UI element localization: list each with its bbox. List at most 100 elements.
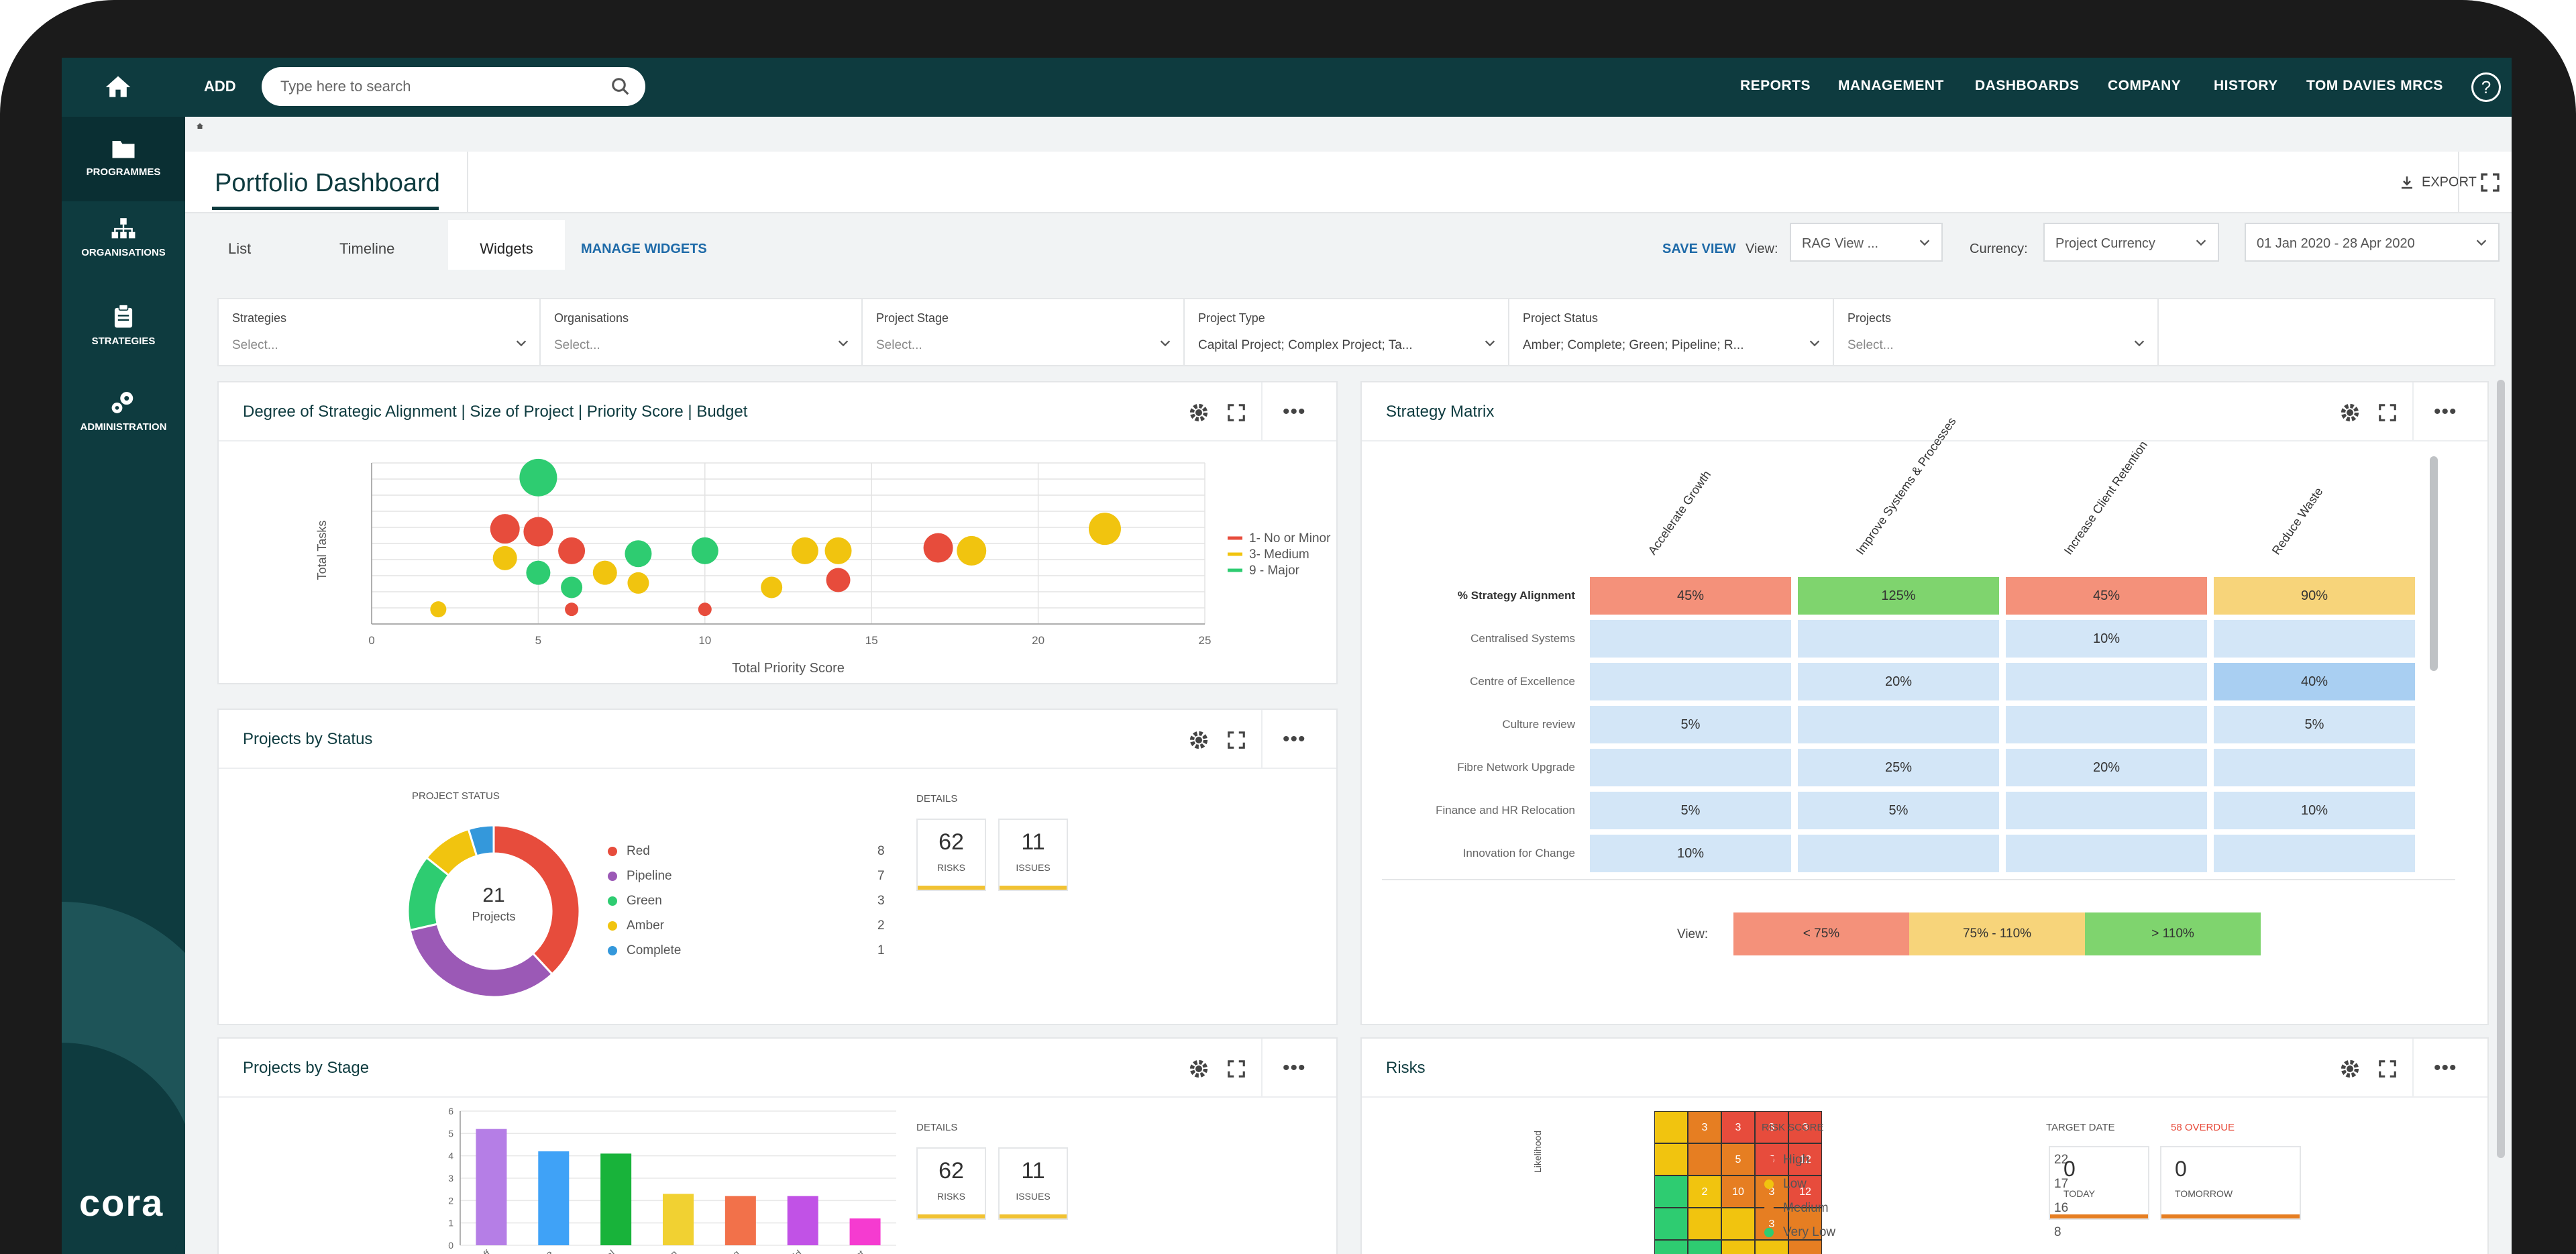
more-options-icon[interactable]: ••• (1283, 728, 1306, 750)
risk-cell[interactable]: 3 (1755, 1111, 1788, 1143)
matrix-cell[interactable]: 20% (1798, 663, 1999, 700)
matrix-cell[interactable]: 5% (1590, 706, 1791, 743)
gear-icon[interactable] (1189, 730, 1209, 750)
fullscreen-icon[interactable] (2479, 172, 2501, 193)
risk-cell[interactable]: 10 (1721, 1175, 1755, 1208)
view-scale-item[interactable]: < 75% (1733, 912, 1909, 955)
matrix-cell[interactable] (1798, 835, 1999, 872)
matrix-cell[interactable]: 45% (1590, 577, 1791, 615)
gear-icon[interactable] (1189, 403, 1209, 423)
risk-cell[interactable] (1654, 1240, 1688, 1254)
status-legend-item[interactable]: Complete (608, 943, 681, 958)
matrix-cell[interactable] (1798, 620, 1999, 658)
tab-list[interactable]: List (228, 240, 252, 257)
matrix-cell[interactable]: 5% (1590, 792, 1791, 829)
fullscreen-icon[interactable] (1226, 403, 1246, 423)
view-scale-item[interactable]: > 110% (2085, 912, 2261, 955)
risk-cell[interactable] (1654, 1111, 1688, 1143)
status-legend-item[interactable]: Amber (608, 919, 664, 933)
risk-cell[interactable] (1688, 1143, 1721, 1175)
manage-widgets-link[interactable]: MANAGE WIDGETS (581, 242, 707, 256)
risk-cell[interactable] (1721, 1240, 1755, 1254)
matrix-cell[interactable] (1590, 663, 1791, 700)
matrix-cell[interactable] (2214, 620, 2415, 658)
risk-legend-item[interactable]: Very Low (1764, 1225, 1835, 1240)
nav-user[interactable]: TOM DAVIES MRCS (2306, 78, 2443, 93)
issues-stat[interactable]: 11 ISSUES (998, 819, 1068, 891)
more-options-icon[interactable]: ••• (1283, 1057, 1306, 1079)
risk-legend-item[interactable]: High (1764, 1153, 1809, 1167)
matrix-scrollbar[interactable] (2430, 456, 2438, 671)
sidebar-item-organisations[interactable]: ORGANISATIONS (62, 217, 185, 258)
filter-projects[interactable]: Projects Select... (1834, 299, 2159, 365)
filter-project-status[interactable]: Project Status Amber; Complete; Green; Pi… (1509, 299, 1834, 365)
view-scale-item[interactable]: 75% - 110% (1909, 912, 2085, 955)
risk-cell[interactable] (1688, 1240, 1721, 1254)
nav-company[interactable]: COMPANY (2108, 78, 2182, 93)
matrix-cell[interactable] (1590, 749, 1791, 786)
export-button[interactable]: EXPORT (2399, 174, 2477, 191)
matrix-cell[interactable]: 90% (2214, 577, 2415, 615)
matrix-cell[interactable] (2006, 792, 2207, 829)
status-legend-item[interactable]: Red (608, 844, 650, 859)
more-options-icon[interactable]: ••• (2434, 1057, 2457, 1079)
risk-cell[interactable]: 3 (1721, 1111, 1755, 1143)
filter-project-type[interactable]: Project Type Capital Project; Complex Pro… (1185, 299, 1509, 365)
risk-cell[interactable] (1654, 1175, 1688, 1208)
risk-cell[interactable]: 5 (1721, 1143, 1755, 1175)
view-select[interactable]: RAG View ... (1790, 223, 1943, 262)
currency-select[interactable]: Project Currency (2043, 223, 2219, 262)
search-icon[interactable] (610, 76, 631, 97)
risk-cell[interactable] (1788, 1240, 1822, 1254)
tab-timeline[interactable]: Timeline (339, 240, 395, 257)
date-range-select[interactable]: 01 Jan 2020 - 28 Apr 2020 (2245, 223, 2500, 262)
nav-dashboards[interactable]: DASHBOARDS (1975, 78, 2080, 93)
sidebar-item-strategies[interactable]: STRATEGIES (62, 305, 185, 347)
matrix-cell[interactable] (2214, 749, 2415, 786)
risk-cell[interactable]: 3 (1788, 1111, 1822, 1143)
filter-project-stage[interactable]: Project Stage Select... (863, 299, 1185, 365)
sidebar-item-programmes[interactable]: PROGRAMMES (62, 117, 185, 201)
save-view-link[interactable]: SAVE VIEW (1662, 242, 1736, 256)
tomorrow-stat[interactable]: 0 TOMORROW (2160, 1146, 2301, 1220)
matrix-cell[interactable] (1798, 706, 1999, 743)
matrix-cell[interactable] (2006, 706, 2207, 743)
matrix-cell[interactable]: 5% (2214, 706, 2415, 743)
filter-organisations[interactable]: Organisations Select... (541, 299, 863, 365)
risks-stat[interactable]: 62 RISKS (916, 1147, 986, 1220)
matrix-cell[interactable]: 40% (2214, 663, 2415, 700)
matrix-cell[interactable] (1590, 620, 1791, 658)
risk-cell[interactable]: 2 (1688, 1175, 1721, 1208)
risk-legend-item[interactable]: Medium (1764, 1201, 1829, 1216)
home-icon[interactable] (103, 72, 133, 102)
risk-cell[interactable] (1721, 1208, 1755, 1240)
risks-stat[interactable]: 62 RISKS (916, 819, 986, 891)
matrix-cell[interactable] (2214, 835, 2415, 872)
matrix-cell[interactable]: 10% (1590, 835, 1791, 872)
filter-strategies[interactable]: Strategies Select... (219, 299, 541, 365)
matrix-cell[interactable] (2006, 663, 2207, 700)
add-menu[interactable]: ADD (204, 78, 236, 95)
overdue-label[interactable]: 58 OVERDUE (2171, 1122, 2235, 1133)
more-options-icon[interactable]: ••• (1283, 401, 1306, 423)
gear-icon[interactable] (2340, 403, 2360, 423)
risk-legend-item[interactable]: Low (1764, 1177, 1807, 1192)
more-options-icon[interactable]: ••• (2434, 401, 2457, 423)
risk-cell[interactable] (1654, 1208, 1688, 1240)
issues-stat[interactable]: 11 ISSUES (998, 1147, 1068, 1220)
gear-icon[interactable] (2340, 1059, 2360, 1079)
matrix-cell[interactable]: 25% (1798, 749, 1999, 786)
page-scrollbar[interactable] (2497, 380, 2505, 1158)
matrix-cell[interactable]: 45% (2006, 577, 2207, 615)
fullscreen-icon[interactable] (1226, 730, 1246, 750)
fullscreen-icon[interactable] (1226, 1059, 1246, 1079)
search-input[interactable]: Type here to search (262, 67, 645, 106)
nav-management[interactable]: MANAGEMENT (1838, 78, 1944, 93)
risk-cell[interactable]: 12 (1788, 1143, 1822, 1175)
risk-cell[interactable] (1688, 1208, 1721, 1240)
risk-cell[interactable]: 12 (1788, 1175, 1822, 1208)
status-legend-item[interactable]: Pipeline (608, 869, 672, 884)
breadcrumb-home-icon[interactable] (196, 122, 204, 130)
risk-cell[interactable]: 3 (1688, 1111, 1721, 1143)
matrix-cell[interactable] (2006, 835, 2207, 872)
